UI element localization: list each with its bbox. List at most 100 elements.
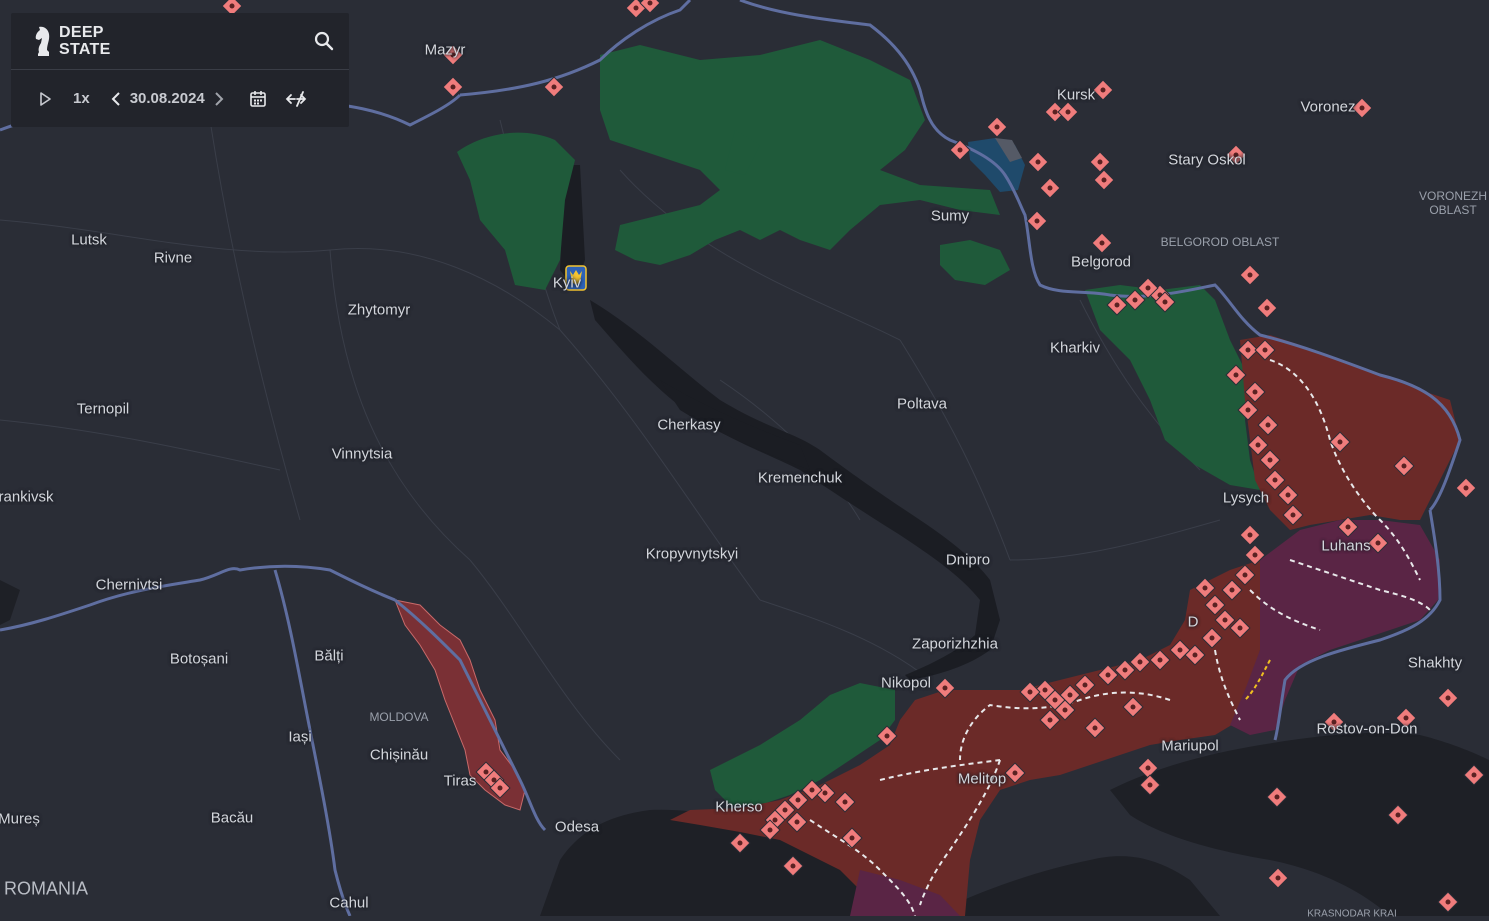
attack-marker-icon[interactable]	[1329, 431, 1351, 453]
compare-icon	[285, 90, 307, 107]
attack-marker-icon[interactable]	[1137, 277, 1159, 299]
attack-marker-icon[interactable]	[1039, 709, 1061, 731]
deepstate-logo[interactable]: DEEP STATE	[33, 24, 111, 58]
attack-marker-icon[interactable]	[1395, 707, 1417, 729]
attack-marker-icon[interactable]	[489, 777, 511, 799]
attack-marker-icon[interactable]	[1039, 177, 1061, 199]
attack-marker-icon[interactable]	[1057, 101, 1079, 123]
attack-marker-icon[interactable]	[1282, 504, 1304, 526]
attack-marker-icon[interactable]	[221, 0, 243, 17]
attack-marker-icon[interactable]	[1093, 169, 1115, 191]
city-label: Zhytomyr	[347, 301, 411, 319]
attack-marker-icon[interactable]	[1221, 579, 1243, 601]
attack-marker-icon[interactable]	[1214, 609, 1236, 631]
attack-marker-icon[interactable]	[442, 76, 464, 98]
attack-marker-icon[interactable]	[1194, 577, 1216, 599]
attack-marker-icon[interactable]	[1256, 297, 1278, 319]
attack-marker-icon[interactable]	[949, 139, 971, 161]
attack-marker-icon[interactable]	[1237, 339, 1259, 361]
attack-marker-icon[interactable]	[1323, 711, 1345, 733]
attack-marker-icon[interactable]	[876, 725, 898, 747]
attack-marker-icon[interactable]	[1367, 532, 1389, 554]
search-button[interactable]	[313, 30, 335, 52]
date-display[interactable]: 30.08.2024	[129, 90, 205, 107]
attack-marker-icon[interactable]	[1204, 594, 1226, 616]
attack-marker-icon[interactable]	[1387, 804, 1409, 826]
attack-marker-icon[interactable]	[639, 0, 661, 14]
attack-marker-icon[interactable]	[1154, 291, 1176, 313]
attack-marker-icon[interactable]	[1264, 469, 1286, 491]
attack-marker-icon[interactable]	[1149, 649, 1171, 671]
attack-marker-icon[interactable]	[1034, 679, 1056, 701]
attack-marker-icon[interactable]	[1097, 664, 1119, 686]
attack-marker-icon[interactable]	[1463, 764, 1485, 786]
attack-marker-icon[interactable]	[1239, 264, 1261, 286]
attack-marker-icon[interactable]	[1277, 484, 1299, 506]
attack-marker-icon[interactable]	[782, 855, 804, 877]
attack-marker-icon[interactable]	[1234, 564, 1256, 586]
compare-button[interactable]	[285, 90, 307, 108]
city-label: Rostov-on-Don	[1316, 720, 1418, 738]
next-date-button[interactable]	[213, 91, 225, 107]
attack-marker-icon[interactable]	[1122, 696, 1144, 718]
attack-marker-icon[interactable]	[1337, 516, 1359, 538]
attack-marker-icon[interactable]	[729, 832, 751, 854]
attack-marker-icon[interactable]	[1137, 757, 1159, 779]
attack-marker-icon[interactable]	[1054, 699, 1076, 721]
attack-marker-icon[interactable]	[1074, 674, 1096, 696]
attack-marker-icon[interactable]	[1237, 399, 1259, 421]
attack-marker-icon[interactable]	[986, 116, 1008, 138]
attack-marker-icon[interactable]	[834, 791, 856, 813]
attack-marker-icon[interactable]	[1091, 232, 1113, 254]
attack-marker-icon[interactable]	[1267, 867, 1289, 889]
attack-marker-icon[interactable]	[1437, 687, 1459, 709]
attack-marker-icon[interactable]	[1437, 891, 1459, 913]
attack-marker-icon[interactable]	[1129, 651, 1151, 673]
country-label: ROMANIA	[3, 878, 89, 899]
attack-marker-icon[interactable]	[1027, 151, 1049, 173]
attack-marker-icon[interactable]	[786, 811, 808, 833]
speed-button[interactable]: 1x	[73, 90, 90, 107]
attack-marker-icon[interactable]	[1254, 339, 1276, 361]
attack-marker-icon[interactable]	[1004, 762, 1026, 784]
attack-marker-icon[interactable]	[1114, 659, 1136, 681]
city-label: Kursk	[1056, 86, 1096, 104]
attack-marker-icon[interactable]	[1455, 477, 1477, 499]
attack-marker-icon[interactable]	[841, 827, 863, 849]
attack-marker-icon[interactable]	[1044, 101, 1066, 123]
calendar-button[interactable]	[249, 90, 267, 108]
attack-marker-icon[interactable]	[1169, 639, 1191, 661]
attack-marker-icon[interactable]	[1244, 381, 1266, 403]
attack-marker-icon[interactable]	[1239, 524, 1261, 546]
attack-marker-icon[interactable]	[442, 44, 464, 66]
attack-marker-icon[interactable]	[1124, 289, 1146, 311]
attack-marker-icon[interactable]	[1257, 414, 1279, 436]
attack-marker-icon[interactable]	[1225, 144, 1247, 166]
attack-marker-icon[interactable]	[1084, 717, 1106, 739]
attack-marker-icon[interactable]	[543, 76, 565, 98]
city-label: Zaporizhzhia	[912, 635, 998, 653]
attack-marker-icon[interactable]	[1266, 786, 1288, 808]
attack-marker-icon[interactable]	[1139, 774, 1161, 796]
attack-marker-icon[interactable]	[1247, 434, 1269, 456]
attack-marker-icon[interactable]	[1244, 544, 1266, 566]
attack-marker-icon[interactable]	[1026, 210, 1048, 232]
attack-marker-icon[interactable]	[1019, 681, 1041, 703]
attack-marker-icon[interactable]	[787, 789, 809, 811]
attack-marker-icon[interactable]	[1259, 449, 1281, 471]
attack-marker-icon[interactable]	[934, 677, 956, 699]
attack-marker-icon[interactable]	[1229, 617, 1251, 639]
attack-marker-icon[interactable]	[1089, 151, 1111, 173]
attack-marker-icon[interactable]	[759, 819, 781, 841]
attack-marker-icon[interactable]	[1225, 364, 1247, 386]
play-button[interactable]	[37, 91, 53, 107]
attack-marker-icon[interactable]	[801, 779, 823, 801]
attack-marker-icon[interactable]	[1106, 294, 1128, 316]
attack-marker-icon[interactable]	[1201, 627, 1223, 649]
previous-date-button[interactable]	[110, 91, 122, 107]
attack-marker-icon[interactable]	[1351, 97, 1373, 119]
attack-marker-icon[interactable]	[1092, 79, 1114, 101]
attack-marker-icon[interactable]	[1393, 455, 1415, 477]
city-label: Mariupol	[1161, 737, 1219, 755]
